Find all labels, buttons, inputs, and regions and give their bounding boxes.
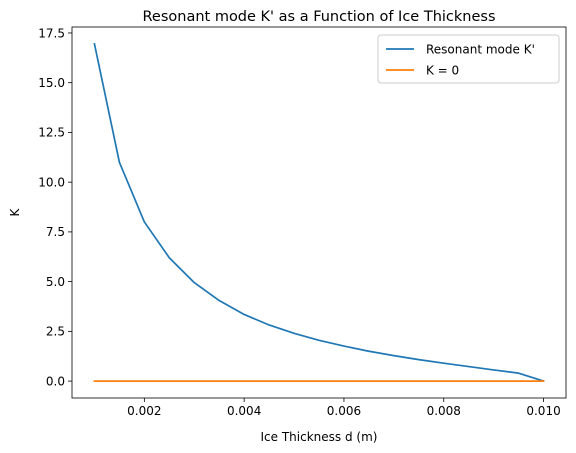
y-tick-label: 5.0 bbox=[46, 275, 65, 289]
chart-title: Resonant mode K' as a Function of Ice Th… bbox=[142, 9, 495, 25]
legend-label-1: Resonant mode K' bbox=[426, 42, 535, 56]
plot-lines bbox=[93, 42, 545, 383]
y-tick-label: 15.0 bbox=[38, 76, 65, 90]
y-tick-label: 2.5 bbox=[46, 325, 65, 339]
series-line-1 bbox=[93, 42, 545, 383]
legend-box bbox=[377, 34, 560, 84]
x-axis: 0.002 0.004 0.006 0.008 0.010 bbox=[127, 398, 561, 418]
x-tick-label: 0.004 bbox=[227, 404, 261, 418]
y-tick-label: 17.5 bbox=[38, 26, 65, 40]
y-tick-label: 10.0 bbox=[38, 175, 65, 189]
x-tick-label: 0.002 bbox=[127, 404, 161, 418]
y-axis: 0.0 2.5 5.0 7.5 10.0 12.5 15.0 17.5 bbox=[38, 26, 72, 388]
y-tick-label: 7.5 bbox=[46, 225, 65, 239]
x-tick-label: 0.006 bbox=[327, 404, 361, 418]
legend: Resonant mode K' K = 0 bbox=[377, 34, 560, 84]
y-tick-label: 0.0 bbox=[46, 374, 65, 388]
plot-frame bbox=[71, 26, 567, 399]
x-tick-label: 0.010 bbox=[526, 404, 560, 418]
x-tick-label: 0.008 bbox=[427, 404, 461, 418]
y-axis-label: K bbox=[8, 207, 22, 216]
legend-label-2: K = 0 bbox=[426, 63, 459, 77]
y-tick-label: 12.5 bbox=[38, 126, 65, 140]
x-axis-label: Ice Thickness d (m) bbox=[261, 430, 378, 444]
